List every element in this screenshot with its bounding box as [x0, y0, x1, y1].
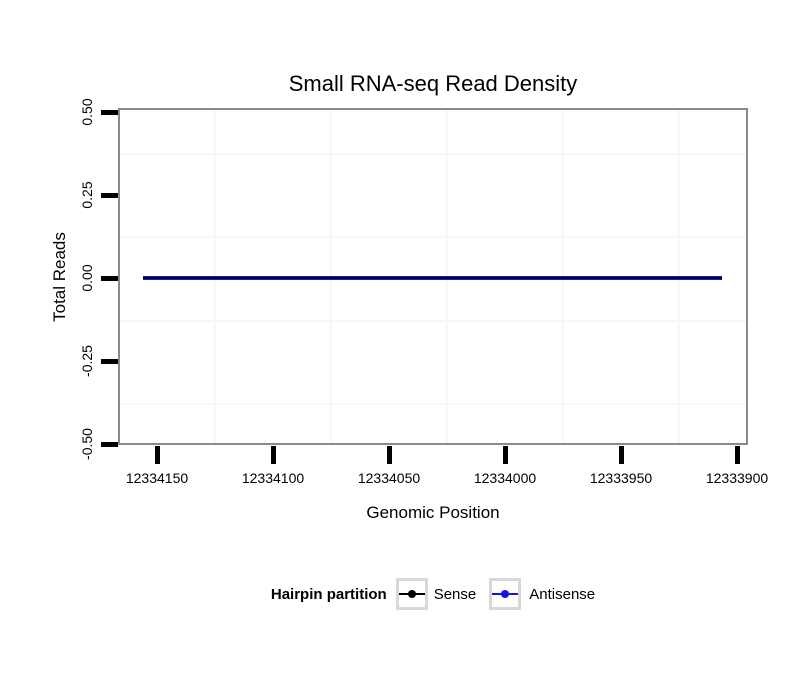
y-tick [101, 359, 118, 364]
y-tick [101, 442, 118, 447]
y-tick-label: -0.25 [79, 345, 95, 377]
series-line-antisense [143, 276, 722, 280]
x-tick-label: 12333950 [589, 470, 653, 486]
legend-key-antisense [489, 578, 522, 610]
minor-gridline-h [120, 236, 746, 238]
legend-label-sense: Sense [433, 585, 477, 603]
sense-point-icon [407, 590, 416, 598]
legend-label-antisense: Antisense [529, 585, 596, 603]
x-tick [502, 446, 508, 464]
x-axis-title: Genomic Position [366, 503, 500, 522]
y-axis-title: Total Reads [50, 232, 69, 322]
y-tick-label: 0.50 [79, 98, 95, 126]
minor-gridline-h [120, 153, 746, 155]
y-tick [101, 110, 118, 115]
legend-title: Hairpin partition [270, 585, 387, 603]
x-tick [270, 446, 276, 464]
x-tick [386, 446, 392, 464]
x-tick-label: 12333900 [705, 470, 769, 486]
x-tick-label: 12334050 [357, 470, 421, 486]
y-tick-label: 0.00 [79, 264, 95, 292]
x-tick-label: 12334150 [125, 470, 189, 486]
x-tick [734, 446, 740, 464]
y-tick-label: -0.50 [79, 428, 95, 460]
antisense-point-icon [501, 590, 510, 598]
x-tick-label: 12334000 [473, 470, 537, 486]
x-tick [618, 446, 624, 464]
minor-gridline-h [120, 320, 746, 322]
legend-key-sense [395, 578, 428, 610]
plot-panel [118, 108, 748, 445]
y-tick [101, 193, 118, 198]
x-tick-label: 12334100 [241, 470, 305, 486]
y-tick-label: 0.25 [79, 181, 95, 209]
series-line-sense [143, 277, 722, 279]
legend: Hairpin partition Sense Antisense [118, 577, 748, 611]
x-tick [154, 446, 160, 464]
y-tick [101, 276, 118, 281]
plot-title: Small RNA-seq Read Density [288, 71, 578, 96]
minor-gridline-h [120, 403, 746, 405]
